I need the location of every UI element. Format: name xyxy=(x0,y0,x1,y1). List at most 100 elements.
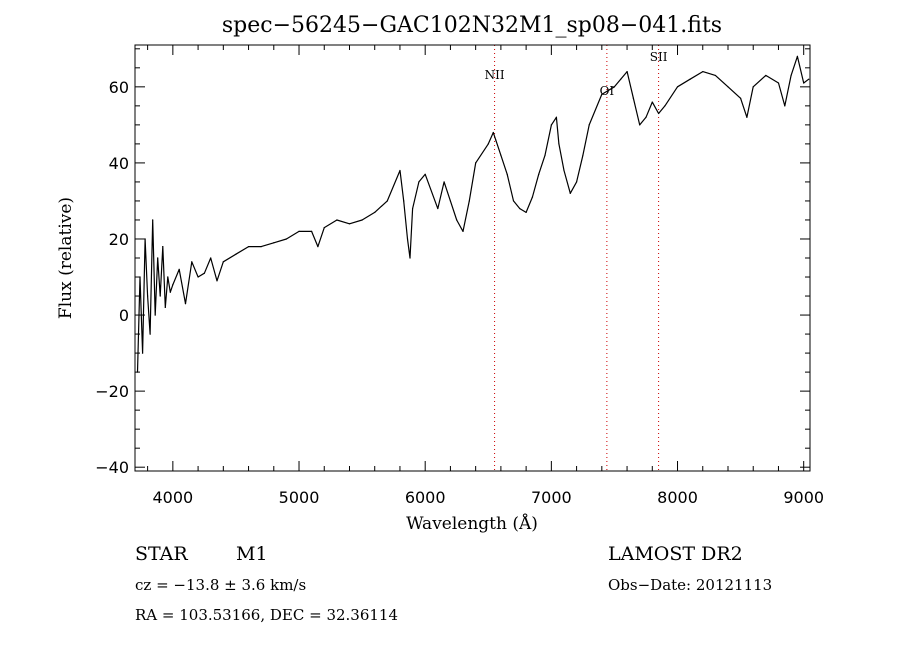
spectrum-point xyxy=(273,242,275,244)
spectrum-point xyxy=(247,245,250,248)
spectrum-point xyxy=(538,173,540,175)
x-tick-label: 7000 xyxy=(531,488,572,507)
spectrum-point xyxy=(386,200,388,202)
spectrum-point xyxy=(702,71,704,73)
object-subclass: M1 xyxy=(236,543,268,565)
spectrum-point xyxy=(210,257,212,259)
spectrum-point xyxy=(620,78,622,80)
spectrum-point xyxy=(569,192,571,194)
spectrum-line-0 xyxy=(136,55,810,373)
spectrum-point xyxy=(191,261,193,263)
spectrum-point xyxy=(323,226,325,229)
x-tick-label: 6000 xyxy=(405,488,446,507)
spectrum-point xyxy=(512,200,515,202)
spectrum-point xyxy=(601,93,603,96)
y-tick-label: −20 xyxy=(95,382,129,401)
spectrum-point xyxy=(558,143,560,145)
spectrum-point xyxy=(139,276,141,278)
spectrum-point xyxy=(575,181,578,183)
spectrum-series-layer xyxy=(136,55,810,373)
y-tick-label: −40 xyxy=(95,458,129,477)
spectrum-point xyxy=(154,314,156,316)
spectrum-point xyxy=(796,55,798,58)
spectrum-point xyxy=(197,276,199,278)
y-axis-label: Flux (relative) xyxy=(56,197,76,319)
spectrum-point xyxy=(803,82,805,84)
spectrum-point xyxy=(613,86,616,88)
spectrum-point xyxy=(752,86,754,88)
spectrum-point xyxy=(645,116,647,118)
spectrum-point xyxy=(555,116,558,118)
spectrum-point xyxy=(336,219,338,221)
y-tick-label: 20 xyxy=(109,230,129,249)
spectrum-point xyxy=(216,280,218,282)
spectrum-point xyxy=(519,207,521,210)
spectrum-point xyxy=(500,154,502,156)
plot-frame xyxy=(134,44,811,472)
spectrum-point xyxy=(462,230,464,232)
spectrum-point xyxy=(531,196,534,198)
velocity-text: cz = −13.8 ± 3.6 km/s xyxy=(135,576,306,594)
spectrum-point xyxy=(506,173,508,175)
spectrum-point xyxy=(159,295,161,297)
spectrum-point xyxy=(184,303,187,305)
spectrum-point xyxy=(144,238,146,240)
spectrum-point xyxy=(147,295,149,297)
spectrum-point xyxy=(136,371,139,373)
obs-date-text: Obs−Date: 20121113 xyxy=(608,576,772,594)
spectrum-point xyxy=(808,78,810,80)
spectrum-point xyxy=(443,181,445,183)
chart-title: spec−56245−GAC102N32M1_sp08−041.fits xyxy=(222,13,722,38)
spectrum-point xyxy=(449,200,452,202)
spectrum-point xyxy=(374,211,376,213)
spectrum-point xyxy=(492,131,494,134)
spectrum-point xyxy=(311,230,313,232)
spectrum-point xyxy=(403,200,405,202)
spectrum-point xyxy=(588,124,590,126)
spectrum-point xyxy=(525,211,527,213)
spectrum-point xyxy=(790,74,792,77)
x-axis-label: Wavelength (Å) xyxy=(406,513,538,534)
spectrum-point xyxy=(468,200,470,202)
spectrum-point xyxy=(582,154,584,156)
spectrum-point xyxy=(348,223,351,225)
line-marker-label-nii: NII xyxy=(485,68,505,82)
line-marker-label-sii: SII xyxy=(650,50,668,64)
spectrum-point xyxy=(141,352,144,354)
spectrum-point xyxy=(563,169,565,172)
spectrum-point xyxy=(178,268,180,271)
spectrum-point xyxy=(298,230,300,232)
spectrum-point xyxy=(784,105,786,107)
spectrum-point xyxy=(203,272,205,274)
object-class: STAR xyxy=(135,543,188,565)
spectrum-point xyxy=(456,219,458,221)
spectrum-point xyxy=(167,276,169,278)
y-tick-label: 0 xyxy=(119,306,129,325)
y-tick-label: 40 xyxy=(109,154,129,173)
x-tick-label: 4000 xyxy=(152,488,193,507)
spectrum-point xyxy=(765,74,767,77)
spectrum-point xyxy=(172,284,174,286)
spectrum-point xyxy=(260,245,262,248)
spectrum-point xyxy=(664,105,666,107)
x-tick-label: 9000 xyxy=(783,488,824,507)
survey-name: LAMOST DR2 xyxy=(608,543,743,565)
spectrum-point xyxy=(235,253,237,255)
spectrum-point xyxy=(152,219,154,221)
spectrum-point xyxy=(746,116,748,118)
spectrum-point xyxy=(714,74,716,77)
spectrum-point xyxy=(651,101,653,103)
coordinates-text: RA = 103.53166, DEC = 32.36114 xyxy=(135,606,398,624)
spectrum-point xyxy=(222,261,224,263)
spectrum-point xyxy=(657,112,660,115)
spectrum-point xyxy=(495,139,497,141)
spectrum-point xyxy=(639,124,641,126)
spectrum-point xyxy=(361,219,363,221)
spectrum-point xyxy=(544,154,546,156)
spectrum-point xyxy=(399,169,401,172)
spectrum-point xyxy=(676,86,679,88)
spectrum-point xyxy=(411,207,414,210)
spectrum-point xyxy=(632,97,634,99)
spectrum-point xyxy=(169,291,171,293)
